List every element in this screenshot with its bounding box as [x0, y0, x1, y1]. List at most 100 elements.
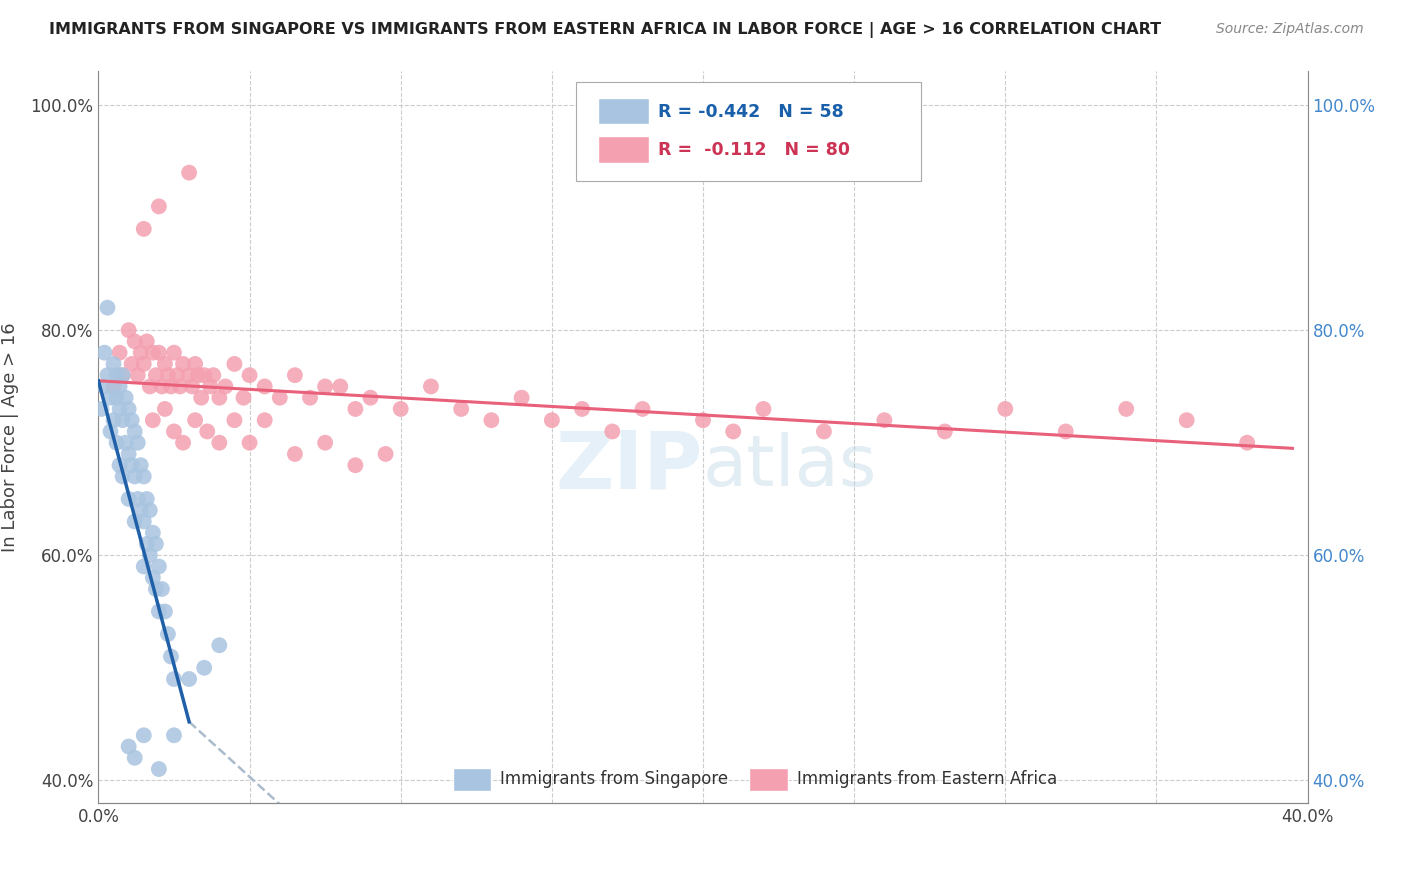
Point: [692, 413, 714, 427]
Point: [208, 435, 231, 450]
Point: [142, 413, 165, 427]
Point: [540, 413, 562, 427]
Point: [193, 368, 215, 383]
Point: [139, 503, 162, 517]
Point: [111, 469, 134, 483]
Point: [181, 379, 204, 393]
Point: [184, 413, 207, 427]
Point: [179, 368, 201, 383]
Point: [124, 425, 146, 439]
Point: [239, 435, 262, 450]
Text: Immigrants from Eastern Africa: Immigrants from Eastern Africa: [797, 771, 1057, 789]
Point: [172, 357, 194, 371]
Point: [105, 435, 128, 450]
Point: [202, 368, 225, 383]
Point: [1236, 435, 1258, 450]
Point: [114, 435, 136, 450]
Point: [139, 379, 162, 393]
Point: [1115, 401, 1137, 416]
Point: [179, 166, 201, 180]
Point: [1175, 413, 1198, 427]
Point: [148, 345, 170, 359]
Point: [156, 627, 179, 641]
FancyBboxPatch shape: [598, 98, 648, 124]
Point: [124, 334, 146, 349]
Point: [148, 199, 170, 213]
Point: [344, 458, 367, 473]
Point: [129, 458, 152, 473]
Point: [145, 582, 167, 596]
Point: [111, 413, 134, 427]
Point: [153, 605, 176, 619]
Point: [132, 469, 155, 483]
Point: [314, 379, 336, 393]
Point: [108, 458, 131, 473]
Point: [299, 391, 322, 405]
Point: [129, 503, 152, 517]
Point: [108, 401, 131, 416]
Point: [93, 379, 115, 393]
Text: Immigrants from Singapore: Immigrants from Singapore: [501, 771, 728, 789]
Point: [156, 368, 179, 383]
Point: [187, 368, 209, 383]
Point: [114, 391, 136, 405]
Point: [631, 401, 654, 416]
Point: [118, 323, 141, 337]
Point: [602, 425, 624, 439]
Point: [481, 413, 503, 427]
Point: [145, 368, 167, 383]
Point: [934, 425, 956, 439]
Point: [172, 435, 194, 450]
Text: Source: ZipAtlas.com: Source: ZipAtlas.com: [1216, 22, 1364, 37]
Point: [100, 391, 122, 405]
Point: [132, 222, 155, 236]
Point: [150, 379, 173, 393]
Point: [127, 491, 149, 506]
Point: [121, 413, 143, 427]
Point: [224, 413, 246, 427]
Point: [190, 391, 212, 405]
Point: [90, 401, 112, 416]
Point: [118, 491, 141, 506]
Point: [420, 379, 443, 393]
Point: [253, 379, 276, 393]
Point: [193, 661, 215, 675]
Point: [163, 672, 186, 686]
FancyBboxPatch shape: [749, 768, 787, 791]
Point: [752, 401, 775, 416]
Point: [360, 391, 382, 405]
Point: [93, 345, 115, 359]
Point: [163, 425, 186, 439]
Point: [135, 537, 157, 551]
Point: [132, 515, 155, 529]
Point: [139, 548, 162, 562]
Point: [111, 368, 134, 383]
Text: ZIP: ZIP: [555, 427, 703, 506]
Point: [329, 379, 352, 393]
Point: [103, 413, 125, 427]
Point: [105, 391, 128, 405]
Text: R =  -0.112   N = 80: R = -0.112 N = 80: [658, 141, 851, 159]
Point: [103, 379, 125, 393]
Point: [239, 368, 262, 383]
Point: [284, 368, 307, 383]
Point: [108, 379, 131, 393]
Point: [142, 571, 165, 585]
Point: [111, 368, 134, 383]
Point: [100, 425, 122, 439]
Point: [132, 357, 155, 371]
Point: [374, 447, 396, 461]
Point: [232, 391, 254, 405]
Point: [96, 368, 118, 383]
Point: [723, 425, 745, 439]
Point: [195, 425, 218, 439]
Point: [124, 515, 146, 529]
Point: [153, 357, 176, 371]
Text: R = -0.442   N = 58: R = -0.442 N = 58: [658, 103, 844, 120]
Point: [160, 379, 183, 393]
FancyBboxPatch shape: [598, 136, 648, 163]
Text: IMMIGRANTS FROM SINGAPORE VS IMMIGRANTS FROM EASTERN AFRICA IN LABOR FORCE | AGE: IMMIGRANTS FROM SINGAPORE VS IMMIGRANTS …: [49, 22, 1161, 38]
Point: [142, 345, 165, 359]
Point: [132, 559, 155, 574]
Point: [389, 401, 412, 416]
